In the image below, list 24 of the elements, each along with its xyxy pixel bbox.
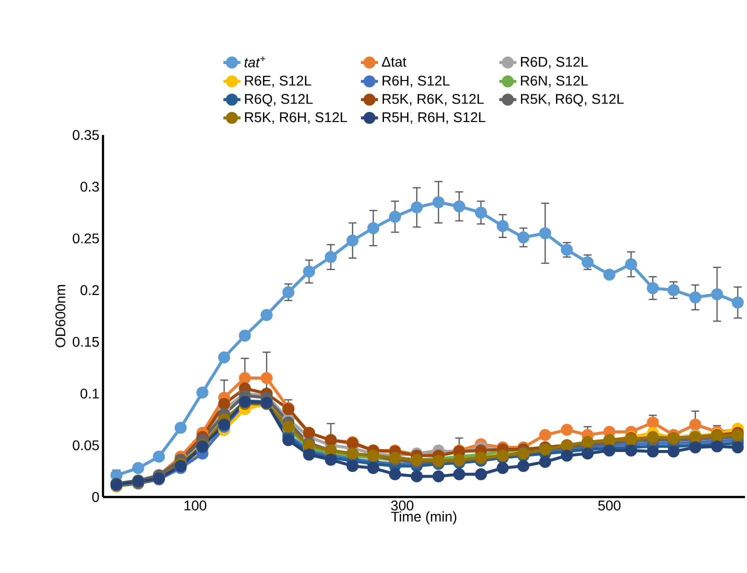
x-tick-label: 300	[391, 500, 414, 510]
x-tick-label: 500	[598, 500, 620, 510]
y-tick-label: 0.15	[72, 336, 99, 347]
x-tick-label: 100	[184, 500, 206, 510]
y-tick-label: 0.25	[72, 233, 99, 244]
y-tick-label: 0.2	[80, 285, 99, 296]
y-tick-label: 0	[92, 492, 99, 502]
y-axis-title: OD600nm	[55, 285, 66, 348]
legend-label: R5K, R6H, S12L	[245, 112, 347, 124]
legend-label: R6D, S12L	[520, 56, 588, 68]
x-axis-title: Time (min)	[391, 511, 456, 524]
legend-label: R5K, R6Q, S12L	[520, 94, 624, 106]
legend-label: R6H, S12L	[382, 76, 450, 88]
legend-label: R6N, S12L	[520, 76, 588, 88]
y-tick-label: 0.3	[80, 182, 99, 192]
y-tick-label: 0.05	[72, 440, 99, 450]
y-tick-label: 0.1	[80, 388, 99, 399]
legend-label: R6E, S12L	[245, 76, 312, 88]
legend-label: Δtat	[382, 56, 406, 67]
legend-label: tat$^{+}$	[244, 56, 266, 68]
legend-label: R6Q, S12L	[245, 94, 313, 106]
y-tick-label: 0.35	[72, 130, 99, 140]
legend-label: R5H, R6H, S12L	[382, 112, 486, 124]
legend-label: R5K, R6K, S12L	[382, 94, 484, 106]
